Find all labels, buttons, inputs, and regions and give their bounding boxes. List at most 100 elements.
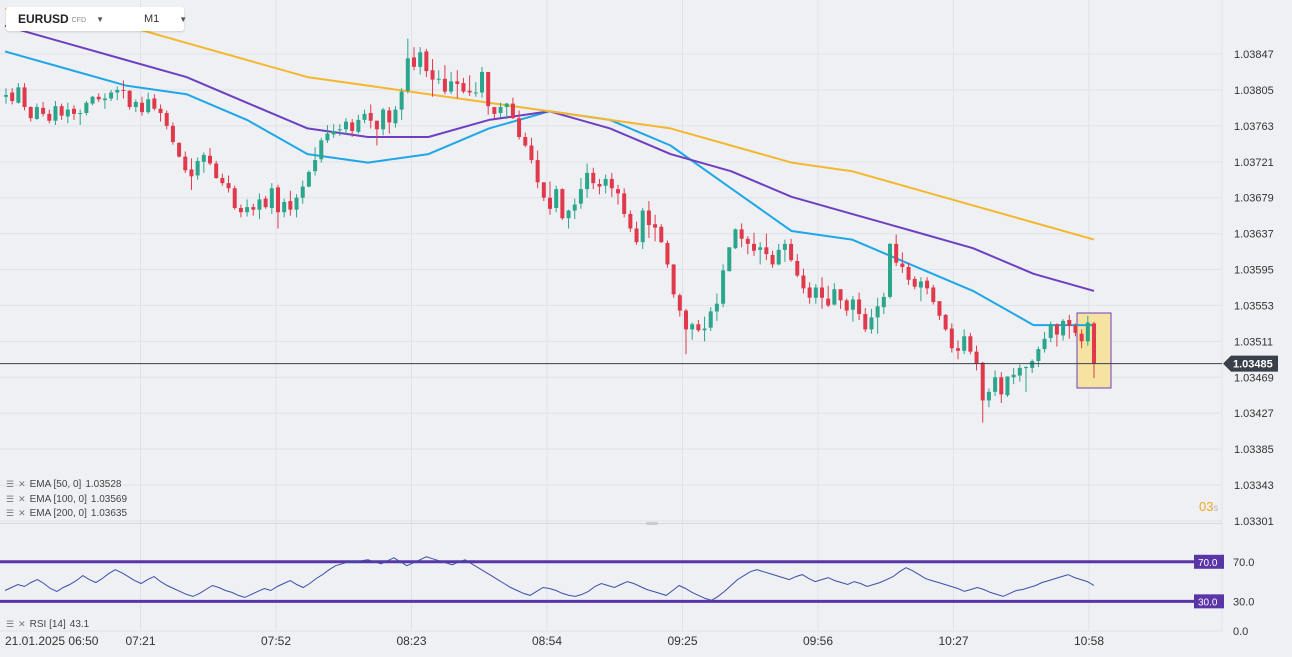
candle [634, 221, 639, 245]
candle [826, 285, 831, 308]
close-icon[interactable]: ✕ [18, 494, 26, 504]
candle [374, 120, 379, 146]
symbol-selector[interactable]: EURUSD CFD ▼ M1 ▼ [6, 7, 188, 31]
candle-body [127, 90, 132, 108]
candle [782, 239, 787, 262]
candle-body [721, 270, 726, 304]
ema-lines [4, 7, 1095, 327]
candle [319, 137, 324, 163]
list-icon[interactable]: ☰ [6, 619, 15, 629]
symbol-name[interactable]: EURUSD [18, 12, 69, 26]
candle [776, 243, 781, 266]
candle [387, 107, 392, 134]
candle [585, 163, 590, 198]
list-icon[interactable]: ☰ [6, 479, 15, 489]
candle-body [918, 281, 923, 288]
caret-down-icon[interactable]: ▼ [179, 14, 188, 24]
candle [449, 71, 454, 95]
candle [918, 277, 923, 302]
candle [1079, 329, 1084, 349]
candle [28, 106, 33, 122]
candle-body [857, 299, 862, 315]
indicator-label: RSI [14] [29, 619, 66, 630]
candle-body [585, 172, 590, 190]
candle [708, 307, 713, 332]
candle [220, 173, 225, 186]
candle-body [1005, 376, 1010, 396]
indicator-ema-200[interactable]: ☰ ✕ EMA [200, 0] 1.03635 [6, 508, 127, 519]
candle-body [59, 106, 64, 116]
indicator-rsi[interactable]: ☰ ✕ RSI [14] 43.1 [6, 619, 89, 630]
price-axis[interactable]: 1.03847 1.03805 1.03763 1.03721 1.03679 1.036… [1234, 49, 1274, 528]
time-axis[interactable]: 21.01.2025 06:50 07:21 07:52 08:23 08:54 09:2… [5, 634, 1104, 648]
candle-body [646, 210, 651, 226]
candle-body [659, 226, 664, 243]
candle-body [782, 243, 787, 250]
candle-body [313, 160, 318, 172]
candle [177, 142, 182, 158]
price-tag-text: 1.03485 [1233, 359, 1273, 371]
candle-body [628, 213, 633, 229]
close-icon[interactable]: ✕ [18, 479, 26, 489]
price-tick-label: 1.03343 [1234, 480, 1274, 492]
candle-body [492, 107, 497, 114]
candle-body [1024, 367, 1028, 369]
candle-body [189, 169, 194, 177]
candle-body [943, 314, 948, 330]
candle-body [529, 145, 534, 161]
candle-body [789, 243, 794, 261]
candle-body [863, 314, 868, 330]
candle [789, 238, 794, 262]
caret-down-icon[interactable]: ▼ [96, 14, 104, 24]
candle [146, 92, 151, 114]
candle-body [294, 197, 299, 210]
close-icon[interactable]: ✕ [18, 619, 26, 629]
candle [59, 103, 64, 120]
indicator-value: 1.03569 [90, 494, 128, 505]
candle [381, 107, 386, 136]
candle [937, 301, 942, 321]
candle-body [578, 189, 583, 204]
candle [931, 284, 936, 305]
ema-line [4, 7, 1095, 241]
candle [770, 250, 775, 268]
candle [47, 109, 52, 124]
time-tick-label: 10:58 [1074, 634, 1104, 648]
candle-body [146, 99, 151, 113]
candle-body [739, 229, 744, 239]
candle [838, 289, 843, 309]
close-icon[interactable]: ✕ [18, 508, 26, 518]
candle [1085, 315, 1090, 346]
candle-body [949, 328, 954, 349]
candle-body [140, 102, 144, 113]
indicator-ema-50[interactable]: ☰ ✕ EMA [50, 0] 1.03528 [6, 479, 121, 490]
candle-body [850, 299, 855, 310]
candle [578, 178, 583, 209]
candle-body [752, 243, 756, 251]
candle [158, 104, 163, 122]
candle [653, 214, 658, 242]
list-icon[interactable]: ☰ [6, 494, 15, 504]
candle [714, 293, 719, 321]
candle [238, 204, 243, 218]
list-icon[interactable]: ☰ [6, 508, 15, 518]
candle-body [504, 103, 509, 108]
candle [535, 150, 540, 189]
timeframe-selector[interactable]: M1 [143, 13, 160, 25]
candle [1048, 321, 1053, 343]
candle [226, 175, 231, 193]
candle-body [758, 247, 763, 250]
candle [510, 97, 515, 120]
candle [665, 240, 670, 268]
candle [362, 109, 367, 124]
candle-body [337, 129, 342, 131]
candle-body [653, 224, 658, 228]
candle-body [622, 193, 627, 214]
pane-resize-handle[interactable] [646, 522, 658, 525]
candle-body [925, 280, 930, 289]
candle [109, 89, 114, 102]
indicator-ema-100[interactable]: ☰ ✕ EMA [100, 0] 1.03569 [6, 494, 127, 505]
candle-body [591, 172, 596, 184]
candle [461, 77, 466, 94]
